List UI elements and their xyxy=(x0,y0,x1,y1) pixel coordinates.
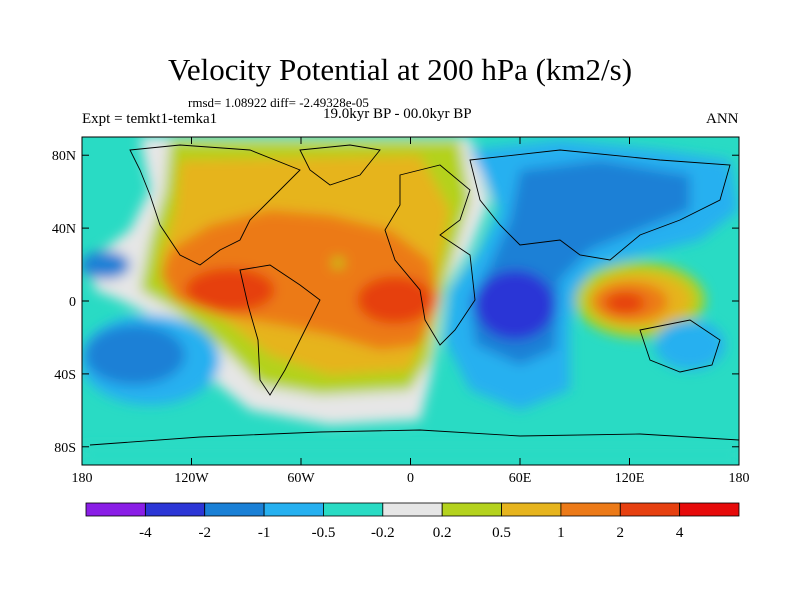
colorbar-label-1: -2 xyxy=(198,525,211,541)
lon-tick-label-3: 0 xyxy=(407,471,414,486)
colorbar-swatch-3 xyxy=(263,502,324,517)
colorbar: -4 -2 -1 -0.5 -0.2 0.2 0.5 1 2 4 xyxy=(85,502,740,541)
coast-antarctica xyxy=(89,429,739,446)
colorbar-swatch-9 xyxy=(619,502,681,517)
statistics-subtitle: rmsd= 1.08922 diff= -2.49328e-05 xyxy=(188,95,369,110)
colorbar-label-2: -1 xyxy=(258,525,271,541)
axis-ticks: 180 120W 60W 0 60E 120E 180 80N 40N 0 40S 80S xyxy=(52,137,750,486)
colorbar-swatch-2 xyxy=(204,502,265,517)
lon-tick-label-0: 180 xyxy=(72,471,93,486)
field-indian-ocean-core xyxy=(475,270,555,340)
colorbar-label-6: 0.5 xyxy=(492,525,511,541)
colorbar-swatch-4 xyxy=(323,502,384,517)
lat-tick-label-3: 40S xyxy=(54,368,76,383)
season-label: ANN xyxy=(706,111,739,127)
field-maritime-core xyxy=(605,292,645,314)
coast-asia xyxy=(469,149,731,261)
velocity-potential-field xyxy=(82,137,739,465)
colorbar-label-0: -4 xyxy=(139,525,152,541)
coastlines xyxy=(89,144,739,446)
lon-tick-label-1: 120W xyxy=(174,471,209,486)
colorbar-label-3: -0.5 xyxy=(312,525,336,541)
coast-south-america xyxy=(239,264,321,396)
colorbar-swatch-5 xyxy=(382,502,443,517)
coast-australia xyxy=(639,319,721,373)
colorbar-label-8: 2 xyxy=(617,525,625,541)
lon-tick-label-2: 60W xyxy=(287,471,315,486)
colorbar-label-5: 0.2 xyxy=(433,525,452,541)
field-north-pacific-negative xyxy=(82,251,130,279)
lon-tick-label-5: 120E xyxy=(615,471,645,486)
colorbar-swatch-10 xyxy=(679,502,740,517)
period-label: 19.0kyr BP - 00.0kyr BP xyxy=(323,106,472,122)
lon-tick-label-6: 180 xyxy=(729,471,750,486)
colorbar-swatch-6 xyxy=(441,502,502,517)
colorbar-label-7: 1 xyxy=(557,525,565,541)
field-antarctic-band xyxy=(82,445,739,465)
field-australia-negative xyxy=(655,320,725,370)
coast-europe-africa xyxy=(384,164,476,346)
coast-north-america xyxy=(129,144,301,266)
map-title: Velocity Potential at 200 hPa (km2/s) xyxy=(167,52,633,87)
lat-tick-label-0: 80N xyxy=(52,149,76,164)
field-core-americas xyxy=(185,268,275,312)
colorbar-label-4: -0.2 xyxy=(371,525,395,541)
field-core-atlantic xyxy=(357,276,433,324)
lat-tick-label-4: 80S xyxy=(54,441,76,456)
field-south-pacific-negative xyxy=(85,325,185,385)
colorbar-swatch-8 xyxy=(560,502,621,517)
lat-tick-label-2: 0 xyxy=(69,295,76,310)
lat-tick-label-1: 40N xyxy=(52,222,76,237)
field-core-spot xyxy=(332,258,344,268)
lon-tick-label-4: 60E xyxy=(509,471,532,486)
coast-greenland xyxy=(299,144,381,186)
colorbar-label-9: 4 xyxy=(676,525,684,541)
colorbar-swatch-7 xyxy=(501,502,562,517)
experiment-label: Expt = temkt1-temka1 xyxy=(82,111,218,127)
colorbar-swatch-0 xyxy=(85,502,146,517)
colorbar-swatch-1 xyxy=(144,502,206,517)
